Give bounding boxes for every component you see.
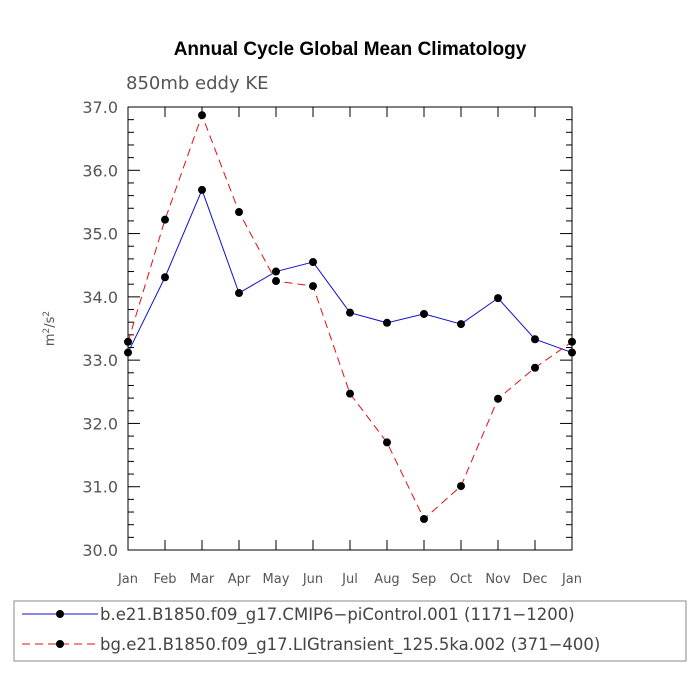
legend-label-2: bg.e21.B1850.f09_g17.LIGtransient_125.5k…	[100, 635, 600, 655]
series-1-point	[124, 348, 132, 357]
chart-title: Annual Cycle Global Mean Climatology	[174, 39, 527, 60]
chart-subtitle: 850mb eddy KE	[126, 73, 269, 94]
y-tick-label: 37.0	[82, 98, 118, 117]
y-tick-label: 34.0	[82, 288, 118, 307]
series-line-1	[127, 188, 573, 354]
series-2-point	[383, 438, 391, 447]
series-layer	[124, 111, 576, 523]
series-1-point	[531, 335, 539, 344]
series-1-point	[161, 273, 169, 282]
series-2-point	[124, 337, 132, 346]
legend-box	[13, 600, 687, 662]
y-tick-label: 35.0	[82, 225, 118, 244]
legend-marker-2	[56, 640, 64, 648]
series-2-point	[198, 111, 206, 120]
x-tick-label: Sep	[412, 572, 437, 587]
x-tick-label: Aug	[374, 572, 399, 587]
series-2-point	[420, 514, 428, 523]
series-1-point	[346, 308, 354, 317]
x-tick-label: Nov	[485, 572, 511, 587]
series-1-point	[420, 309, 428, 318]
series-1-point	[309, 258, 317, 267]
series-1-point	[494, 294, 502, 303]
series-2-point	[346, 389, 354, 398]
series-1-point	[457, 320, 465, 329]
series-1-point	[198, 185, 206, 194]
y-tick-label: 30.0	[82, 541, 118, 560]
series-2-point	[272, 277, 280, 286]
y-axis-label-mid: /s	[43, 316, 58, 327]
legend-label-1: b.e21.B1850.f09_g17.CMIP6−piControl.001 …	[100, 605, 575, 625]
series-2-point	[309, 282, 317, 291]
series-2-point	[568, 337, 576, 346]
series-1-point	[235, 289, 243, 298]
x-tick-label: Jan	[117, 572, 138, 587]
series-2-point	[494, 394, 502, 403]
y-tick-label: 32.0	[82, 414, 118, 433]
x-tick-label: Jun	[302, 572, 323, 587]
y-tick-label: 36.0	[82, 161, 118, 180]
series-2-point	[235, 208, 243, 217]
legend: b.e21.B1850.f09_g17.CMIP6−piControl.001 …	[22, 605, 600, 655]
series-1-point	[568, 348, 576, 357]
x-tick-label: Apr	[228, 572, 251, 587]
plot-frame	[127, 106, 573, 551]
y-tick-label: 33.0	[82, 351, 118, 370]
y-tick-label: 31.0	[82, 478, 118, 497]
x-tick-label: May	[263, 572, 290, 587]
x-tick-label: Dec	[522, 572, 547, 587]
axis-ticks: 30.0 31.0 32.0 33.0 34.0 35.0 36.0 37.0 Jan Feb Ma…	[82, 98, 582, 587]
series-2-point	[531, 363, 539, 372]
series-line-2	[127, 113, 573, 520]
series-1-point	[272, 267, 280, 276]
y-axis-label-sup1: 2	[42, 328, 52, 334]
series-2-point	[457, 482, 465, 491]
y-axis-label-base: m	[43, 333, 58, 346]
x-tick-label: Feb	[153, 572, 176, 587]
x-tick-label: Oct	[450, 572, 472, 587]
series-2-point	[161, 215, 169, 224]
legend-marker-1	[56, 610, 64, 618]
y-axis-label: m2/s2	[42, 311, 58, 346]
x-tick-label: Mar	[190, 572, 215, 587]
x-tick-label: Jul	[341, 572, 358, 587]
y-axis-label-sup2: 2	[42, 311, 52, 317]
x-tick-label: Jan	[561, 572, 582, 587]
series-1-point	[383, 318, 391, 327]
